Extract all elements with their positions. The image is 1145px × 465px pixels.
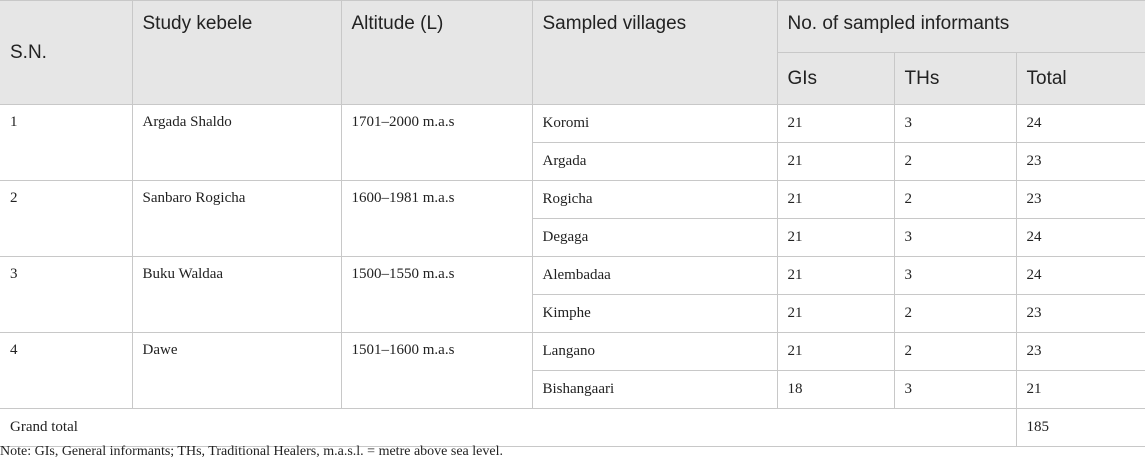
cell-total: 23 xyxy=(1015,142,1145,181)
table-note: Note: GIs, General informants; THs, Trad… xyxy=(0,444,503,459)
cell-total: 23 xyxy=(1015,180,1145,219)
table-row: Bishangaari 18 3 21 xyxy=(0,370,1145,409)
table-row: 1 Argada Shaldo 1701–2000 m.a.s Koromi 2… xyxy=(0,104,1145,181)
cell-total: 21 xyxy=(1015,370,1145,409)
table-row: 3 Buku Waldaa 1500–1550 m.a.s Alembadaa … xyxy=(0,256,1145,333)
header-total: Total xyxy=(1015,52,1145,105)
cell-village: Argada xyxy=(532,142,778,181)
cell-total: 23 xyxy=(1015,294,1145,333)
cell-village: Degaga xyxy=(532,218,778,257)
cell-ths: 3 xyxy=(893,104,1017,143)
cell-study-kebele: Sanbaro Rogicha xyxy=(131,180,342,257)
cell-ths: 2 xyxy=(893,180,1017,219)
grand-total-value: 185 xyxy=(1015,408,1145,447)
cell-village: Alembadaa xyxy=(531,256,778,295)
cell-gis: 21 xyxy=(776,142,895,181)
cell-ths: 2 xyxy=(893,332,1017,371)
cell-gis: 21 xyxy=(776,332,895,371)
cell-gis: 21 xyxy=(776,256,895,295)
cell-study-kebele: Buku Waldaa xyxy=(131,256,342,333)
header-sampled-villages: Sampled villages xyxy=(531,0,778,105)
grand-total-label: Grand total xyxy=(0,408,1017,447)
table-row: 4 Dawe 1501–1600 m.a.s Langano 21 2 23 xyxy=(0,332,1145,409)
cell-altitude: 1501–1600 m.a.s xyxy=(340,332,533,409)
cell-village: Kimphe xyxy=(532,294,778,333)
header-gis: GIs xyxy=(777,52,895,105)
cell-village: Bishangaari xyxy=(532,370,778,409)
header-altitude: Altitude (L) xyxy=(340,0,533,105)
table-header: S.N. Study kebele Altitude (L) Sampled v… xyxy=(0,0,1145,105)
cell-sn: 2 xyxy=(0,180,133,257)
cell-ths: 3 xyxy=(893,370,1017,409)
table-body: 1 Argada Shaldo 1701–2000 m.a.s Koromi 2… xyxy=(0,104,1145,447)
cell-study-kebele: Argada Shaldo xyxy=(131,104,342,181)
cell-gis: 18 xyxy=(776,370,895,409)
header-study-kebele: Study kebele xyxy=(131,0,342,105)
cell-total: 24 xyxy=(1015,218,1145,257)
cell-ths: 3 xyxy=(893,256,1017,295)
cell-village: Rogicha xyxy=(531,180,778,219)
cell-gis: 21 xyxy=(776,104,895,143)
cell-sn: 4 xyxy=(0,332,133,409)
informants-table: S.N. Study kebele Altitude (L) Sampled v… xyxy=(0,0,1145,447)
grand-total-row: Grand total 185 xyxy=(0,408,1145,447)
cell-study-kebele: Dawe xyxy=(131,332,342,409)
cell-altitude: 1701–2000 m.a.s xyxy=(340,104,533,181)
cell-ths: 2 xyxy=(893,142,1017,181)
cell-village: Langano xyxy=(531,332,778,371)
cell-sn: 3 xyxy=(0,256,133,333)
cell-ths: 3 xyxy=(893,218,1017,257)
cell-sn: 1 xyxy=(0,104,133,181)
cell-gis: 21 xyxy=(776,218,895,257)
cell-total: 24 xyxy=(1015,104,1145,143)
cell-gis: 21 xyxy=(776,294,895,333)
header-sn: S.N. xyxy=(0,0,133,105)
cell-village: Koromi xyxy=(531,104,778,143)
cell-altitude: 1600–1981 m.a.s xyxy=(340,180,533,257)
cell-total: 23 xyxy=(1015,332,1145,371)
header-ths: THs xyxy=(893,52,1017,105)
header-sampled-informants: No. of sampled informants xyxy=(776,0,1145,53)
table-row: 2 Sanbaro Rogicha 1600–1981 m.a.s Rogich… xyxy=(0,180,1145,257)
cell-gis: 21 xyxy=(776,180,895,219)
cell-total: 24 xyxy=(1015,256,1145,295)
cell-ths: 2 xyxy=(893,294,1017,333)
cell-altitude: 1500–1550 m.a.s xyxy=(340,256,533,333)
